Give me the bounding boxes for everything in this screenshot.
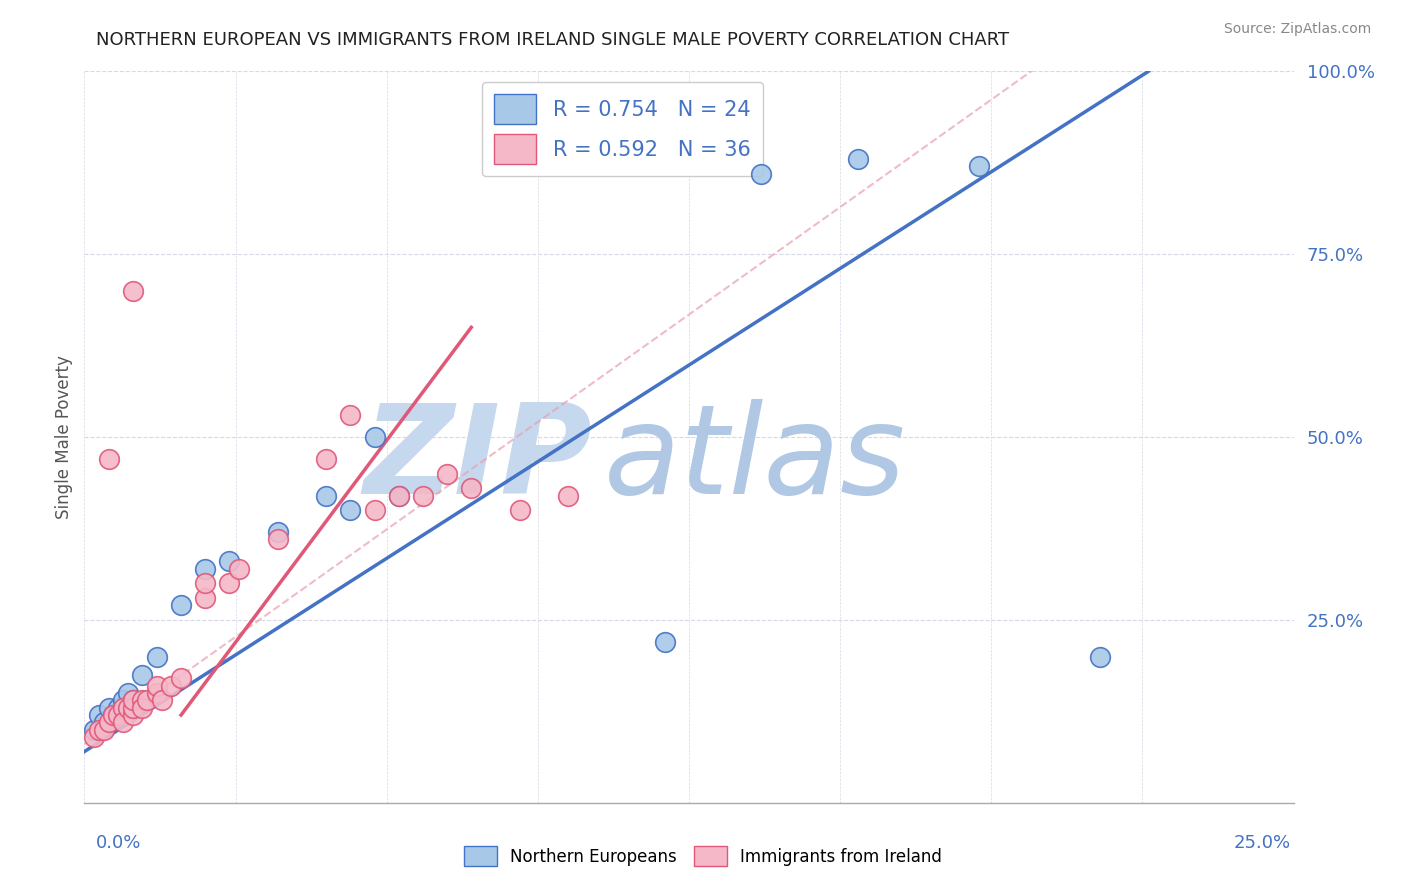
Point — [160, 679, 183, 693]
Point — [107, 700, 129, 714]
Point — [751, 167, 773, 181]
Point — [87, 708, 110, 723]
Point — [131, 667, 153, 681]
Point — [83, 730, 105, 744]
Text: 25.0%: 25.0% — [1233, 834, 1291, 852]
Point — [112, 693, 135, 707]
Point — [363, 430, 385, 444]
Legend: R = 0.754   N = 24, R = 0.592   N = 36: R = 0.754 N = 24, R = 0.592 N = 36 — [482, 82, 763, 176]
Point — [121, 700, 143, 714]
Text: atlas: atlas — [605, 399, 907, 519]
Text: ZIP: ZIP — [364, 399, 592, 519]
Point — [388, 489, 411, 503]
Point — [194, 576, 217, 591]
Point — [170, 672, 193, 686]
Point — [267, 525, 290, 540]
Point — [218, 576, 240, 591]
Point — [654, 635, 676, 649]
Point — [460, 481, 482, 495]
Point — [436, 467, 458, 481]
Point — [846, 152, 869, 166]
Point — [121, 693, 143, 707]
Point — [121, 708, 143, 723]
Point — [146, 649, 169, 664]
Point — [363, 503, 385, 517]
Point — [194, 562, 217, 576]
Point — [267, 533, 290, 547]
Point — [218, 554, 240, 568]
Point — [131, 693, 153, 707]
Point — [339, 503, 361, 517]
Point — [117, 686, 139, 700]
Point — [103, 708, 125, 723]
Point — [117, 700, 139, 714]
Point — [103, 708, 125, 723]
Y-axis label: Single Male Poverty: Single Male Poverty — [55, 355, 73, 519]
Text: 0.0%: 0.0% — [96, 834, 141, 852]
Point — [136, 693, 159, 707]
Point — [150, 693, 173, 707]
Point — [412, 489, 434, 503]
Point — [1088, 649, 1111, 664]
Point — [194, 591, 217, 605]
Point — [388, 489, 411, 503]
Point — [121, 693, 143, 707]
Point — [315, 489, 337, 503]
Point — [83, 723, 105, 737]
Point — [112, 715, 135, 730]
Point — [146, 679, 169, 693]
Point — [97, 700, 120, 714]
Point — [112, 700, 135, 714]
Legend: Northern Europeans, Immigrants from Ireland: Northern Europeans, Immigrants from Irel… — [457, 839, 949, 873]
Point — [339, 408, 361, 422]
Point — [107, 708, 129, 723]
Point — [97, 452, 120, 467]
Point — [97, 715, 120, 730]
Point — [315, 452, 337, 467]
Text: NORTHERN EUROPEAN VS IMMIGRANTS FROM IRELAND SINGLE MALE POVERTY CORRELATION CHA: NORTHERN EUROPEAN VS IMMIGRANTS FROM IRE… — [96, 31, 1008, 49]
Point — [121, 284, 143, 298]
Point — [93, 715, 115, 730]
Text: Source: ZipAtlas.com: Source: ZipAtlas.com — [1223, 22, 1371, 37]
Point — [131, 700, 153, 714]
Point — [93, 723, 115, 737]
Point — [146, 686, 169, 700]
Point — [509, 503, 531, 517]
Point — [170, 599, 193, 613]
Point — [87, 723, 110, 737]
Point — [967, 160, 990, 174]
Point — [228, 562, 250, 576]
Point — [557, 489, 579, 503]
